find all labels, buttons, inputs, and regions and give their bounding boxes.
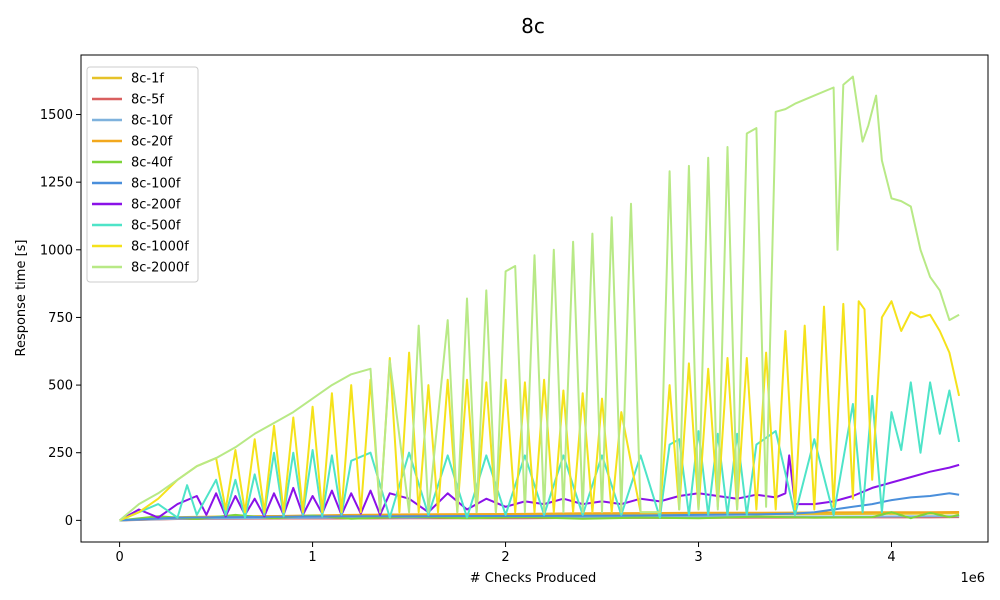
x-axis-ticks: 0 1 2 3 4 (115, 542, 896, 565)
legend-label: 8c-100f (131, 177, 181, 192)
series-group (118, 75, 961, 522)
plot-area (80, 54, 989, 543)
y-tick-label: 500 (48, 379, 73, 394)
x-axis-label: # Checks Produced (470, 571, 596, 586)
y-tick-label: 0 (65, 514, 73, 529)
chart-title: 8c (521, 14, 545, 38)
x-tick-label: 1 (308, 550, 316, 565)
legend-label: 8c-1f (131, 72, 164, 87)
plot-frame (80, 54, 989, 543)
y-tick-label: 250 (48, 446, 73, 461)
x-tick-label: 4 (887, 550, 895, 565)
x-tick-label: 0 (115, 550, 123, 565)
legend-label: 8c-1000f (131, 240, 189, 255)
legend-label: 8c-2000f (131, 261, 189, 276)
legend-items: 8c-1f 8c-5f 8c-10f 8c-20f 8c-40f 8c-100f 8c-20… (92, 72, 189, 276)
y-tick-label: 1500 (40, 108, 73, 123)
series-line-8c-1000f (119, 300, 961, 522)
legend-label: 8c-200f (131, 198, 181, 213)
legend-label: 8c-20f (131, 135, 173, 150)
y-tick-label: 1000 (40, 243, 73, 258)
x-tick-label: 2 (501, 550, 509, 565)
legend-label: 8c-5f (131, 93, 164, 108)
y-tick-label: 750 (48, 311, 73, 326)
legend-label: 8c-10f (131, 114, 173, 129)
x-tick-label: 3 (694, 550, 702, 565)
legend-label: 8c-40f (131, 156, 173, 171)
y-axis-label: Response time [s] (14, 240, 29, 357)
x-axis-offset-label: 1e6 (960, 571, 985, 586)
legend: 8c-1f 8c-5f 8c-10f 8c-20f 8c-40f 8c-100f 8c-20… (86, 66, 199, 283)
series-line-8c-2000f (118, 75, 960, 522)
y-tick-label: 1250 (40, 176, 73, 191)
legend-label: 8c-500f (131, 219, 181, 234)
y-axis-ticks: 0 250 500 750 1000 1250 1500 (40, 108, 81, 529)
